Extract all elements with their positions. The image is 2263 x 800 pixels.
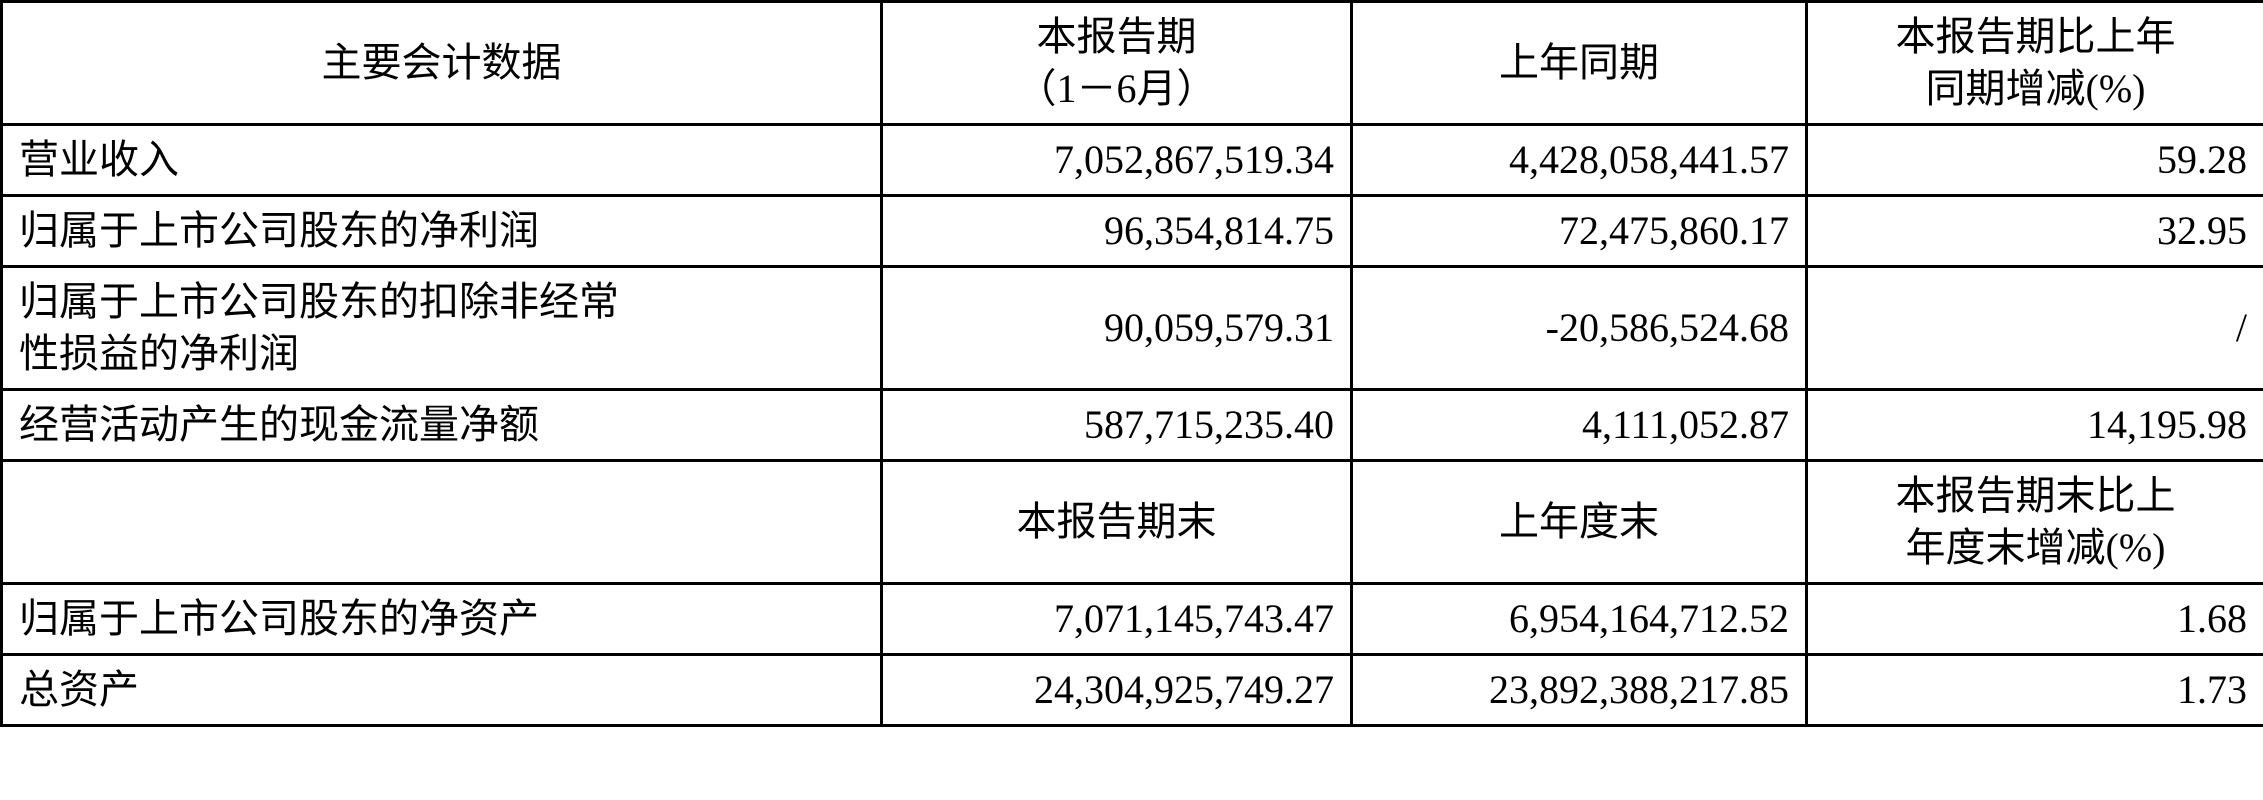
row-pct: 1.73 xyxy=(1807,655,2263,726)
row-prior: 4,111,052.87 xyxy=(1352,390,1807,461)
header2-cell-blank xyxy=(2,461,882,584)
header-change-line1: 本报告期比上年 xyxy=(1896,14,2176,59)
row-current: 7,071,145,743.47 xyxy=(882,584,1352,655)
header-current-line2: （1－6月） xyxy=(1017,66,1217,111)
row-pct: 1.68 xyxy=(1807,584,2263,655)
row-pct: 59.28 xyxy=(1807,125,2263,196)
financial-table: 主要会计数据 本报告期 （1－6月） 上年同期 本报告期比上年 同期增减(%) … xyxy=(0,0,2263,727)
row-label: 归属于上市公司股东的净利润 xyxy=(2,196,882,267)
row-current: 24,304,925,749.27 xyxy=(882,655,1352,726)
row-label-line1: 归属于上市公司股东的扣除非经常 xyxy=(19,279,619,324)
table-header-row-2: 本报告期末 上年度末 本报告期末比上 年度末增减(%) xyxy=(2,461,2263,584)
header2-change-line1: 本报告期末比上 xyxy=(1896,473,2176,518)
table-row: 总资产 24,304,925,749.27 23,892,388,217.85 … xyxy=(2,655,2263,726)
row-current: 7,052,867,519.34 xyxy=(882,125,1352,196)
row-label-line2: 性损益的净利润 xyxy=(19,331,299,376)
row-current: 587,715,235.40 xyxy=(882,390,1352,461)
financial-table-container: 主要会计数据 本报告期 （1－6月） 上年同期 本报告期比上年 同期增减(%) … xyxy=(0,0,2263,727)
header-cell-prior-period: 上年同期 xyxy=(1352,2,1807,125)
header2-cell-end-current: 本报告期末 xyxy=(882,461,1352,584)
row-label: 经营活动产生的现金流量净额 xyxy=(2,390,882,461)
row-prior: 4,428,058,441.57 xyxy=(1352,125,1807,196)
table-row: 经营活动产生的现金流量净额 587,715,235.40 4,111,052.8… xyxy=(2,390,2263,461)
header-current-line1: 本报告期 xyxy=(1037,14,1197,59)
row-current: 90,059,579.31 xyxy=(882,267,1352,390)
header-cell-current-period: 本报告期 （1－6月） xyxy=(882,2,1352,125)
row-pct: 32.95 xyxy=(1807,196,2263,267)
table-row: 营业收入 7,052,867,519.34 4,428,058,441.57 5… xyxy=(2,125,2263,196)
header-cell-change-pct: 本报告期比上年 同期增减(%) xyxy=(1807,2,2263,125)
row-prior: -20,586,524.68 xyxy=(1352,267,1807,390)
row-label: 营业收入 xyxy=(2,125,882,196)
table-header-row-1: 主要会计数据 本报告期 （1－6月） 上年同期 本报告期比上年 同期增减(%) xyxy=(2,2,2263,125)
table-row: 归属于上市公司股东的净利润 96,354,814.75 72,475,860.1… xyxy=(2,196,2263,267)
row-label: 归属于上市公司股东的净资产 xyxy=(2,584,882,655)
row-current: 96,354,814.75 xyxy=(882,196,1352,267)
header2-cell-change-pct: 本报告期末比上 年度末增减(%) xyxy=(1807,461,2263,584)
row-pct: / xyxy=(1807,267,2263,390)
row-prior: 6,954,164,712.52 xyxy=(1352,584,1807,655)
row-label: 总资产 xyxy=(2,655,882,726)
header-cell-metric: 主要会计数据 xyxy=(2,2,882,125)
header2-change-line2: 年度末增减(%) xyxy=(1906,525,2166,570)
row-label: 归属于上市公司股东的扣除非经常 性损益的净利润 xyxy=(2,267,882,390)
row-pct: 14,195.98 xyxy=(1807,390,2263,461)
table-row: 归属于上市公司股东的净资产 7,071,145,743.47 6,954,164… xyxy=(2,584,2263,655)
header2-cell-end-prior: 上年度末 xyxy=(1352,461,1807,584)
header-change-line2: 同期增减(%) xyxy=(1926,66,2146,111)
table-row: 归属于上市公司股东的扣除非经常 性损益的净利润 90,059,579.31 -2… xyxy=(2,267,2263,390)
row-prior: 72,475,860.17 xyxy=(1352,196,1807,267)
row-prior: 23,892,388,217.85 xyxy=(1352,655,1807,726)
